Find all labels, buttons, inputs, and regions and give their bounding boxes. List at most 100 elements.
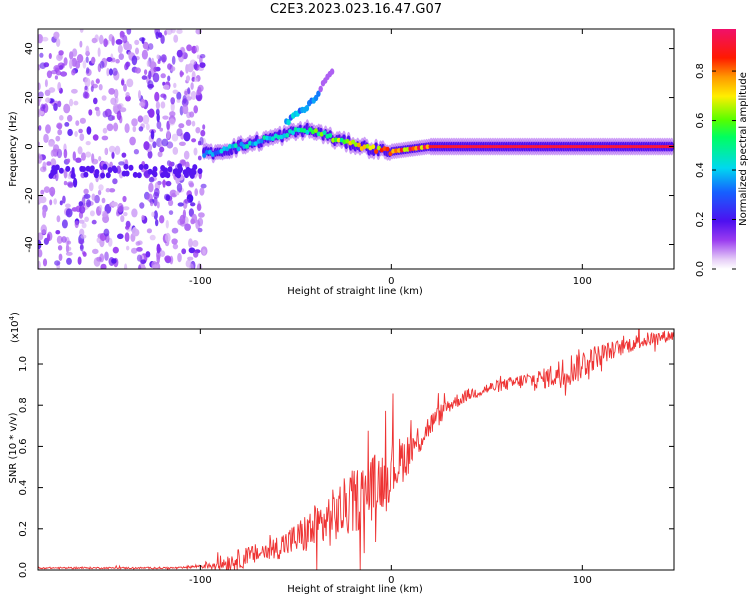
- noise-blob: [160, 54, 167, 63]
- signal-ridge-point: [500, 145, 505, 149]
- noise-blob: [58, 253, 63, 261]
- noise-blob: [57, 123, 63, 130]
- signal-ridge-point: [333, 137, 338, 143]
- noise-blob: [146, 60, 150, 67]
- signal-ridge-point: [557, 145, 562, 149]
- noise-blob: [95, 78, 100, 84]
- y-tick-label: 1.0: [18, 356, 29, 372]
- noise-blob: [118, 53, 125, 60]
- x-tick-label: 0: [388, 575, 394, 586]
- signal-ridge-point: [646, 145, 651, 149]
- signal-ridge-point: [448, 145, 453, 149]
- noise-blob: [117, 104, 122, 110]
- noise-blob: [160, 101, 166, 109]
- noise-blob: [40, 103, 45, 112]
- noise-blob: [187, 256, 194, 261]
- noise-blob: [144, 69, 148, 75]
- noise-blob: [197, 168, 203, 175]
- noise-blob: [148, 43, 154, 50]
- noise-blob: [78, 239, 85, 245]
- noise-blob: [90, 85, 94, 92]
- signal-ridge-point: [202, 153, 207, 158]
- noise-blob: [168, 118, 176, 126]
- noise-blob: [138, 126, 144, 132]
- noise-blob: [78, 201, 84, 207]
- noise-blob: [66, 181, 74, 187]
- spectrogram-frame: [37, 28, 675, 270]
- noise-blob: [49, 199, 53, 206]
- noise-blob: [195, 127, 201, 134]
- x-tick-label: -100: [189, 575, 212, 586]
- noise-blob: [126, 29, 132, 35]
- noise-blob: [143, 163, 149, 170]
- noise-blob: [46, 233, 51, 242]
- noise-blob: [73, 177, 78, 188]
- signal-ridge-point: [497, 145, 502, 149]
- noise-blob: [86, 67, 90, 74]
- branch-point: [316, 90, 321, 97]
- noise-blob: [133, 149, 139, 155]
- signal-ridge-point: [606, 145, 611, 149]
- y-tick-label: 0.8: [18, 397, 29, 413]
- noise-blob: [117, 233, 124, 240]
- noise-blob: [127, 51, 133, 57]
- signal-ridge-point: [637, 145, 642, 149]
- noise-blob: [72, 151, 77, 161]
- colorbar-gradient: [712, 29, 736, 269]
- noise-blob: [102, 163, 108, 170]
- noise-blob: [196, 94, 202, 101]
- noise-blob: [100, 263, 107, 269]
- noise-blob: [117, 202, 124, 213]
- noise-blob: [89, 182, 94, 192]
- noise-blob: [176, 172, 181, 179]
- noise-blob: [69, 98, 74, 107]
- noise-blob: [118, 161, 125, 166]
- signal-ridge-point: [651, 145, 656, 149]
- noise-blob: [195, 45, 199, 53]
- noise-blob: [112, 178, 118, 185]
- signal-ridge-point: [643, 145, 648, 149]
- signal-ridge-point: [634, 145, 639, 149]
- noise-blob: [182, 104, 189, 115]
- noise-blob: [123, 83, 127, 92]
- signal-ridge-point: [399, 147, 404, 153]
- noise-blob: [171, 133, 179, 142]
- noise-blob: [105, 172, 111, 179]
- noise-blob: [99, 253, 105, 263]
- signal-ridge-point: [222, 146, 227, 152]
- noise-blob: [159, 215, 165, 224]
- noise-blob: [177, 252, 182, 263]
- signal-ridge-point: [563, 145, 568, 149]
- signal-ridge-point: [471, 145, 476, 149]
- signal-ridge-point: [577, 145, 582, 149]
- noise-blob: [38, 82, 41, 91]
- noise-blob: [111, 165, 117, 172]
- noise-blob: [53, 31, 60, 39]
- noise-blob: [175, 191, 180, 196]
- noise-blob: [53, 144, 60, 153]
- signal-ridge-point: [583, 145, 588, 149]
- noise-blob: [77, 256, 82, 265]
- noise-blob: [101, 135, 109, 141]
- signal-ridge-point: [666, 145, 671, 149]
- noise-blob: [124, 263, 128, 269]
- noise-blob: [191, 138, 197, 143]
- noise-blob: [78, 128, 83, 134]
- noise-blob: [107, 167, 113, 173]
- noise-blob: [188, 180, 194, 187]
- signal-ridge-point: [554, 145, 559, 149]
- noise-blob: [193, 77, 199, 83]
- noise-blob: [172, 146, 179, 155]
- signal-ridge-point: [227, 144, 232, 149]
- noise-blob: [83, 171, 89, 178]
- signal-ridge-point: [485, 145, 490, 149]
- noise-blob: [38, 260, 41, 269]
- noise-blob: [134, 67, 141, 74]
- colorbar-label: Normalized spectral amplitude: [738, 72, 749, 226]
- y-tick-label: 0.2: [18, 521, 29, 537]
- noise-blob: [177, 218, 184, 226]
- noise-blob: [165, 232, 171, 243]
- noise-blob: [75, 60, 81, 69]
- noise-blob: [127, 43, 132, 51]
- spectrogram-y-label: Frequency (Hz): [8, 111, 19, 187]
